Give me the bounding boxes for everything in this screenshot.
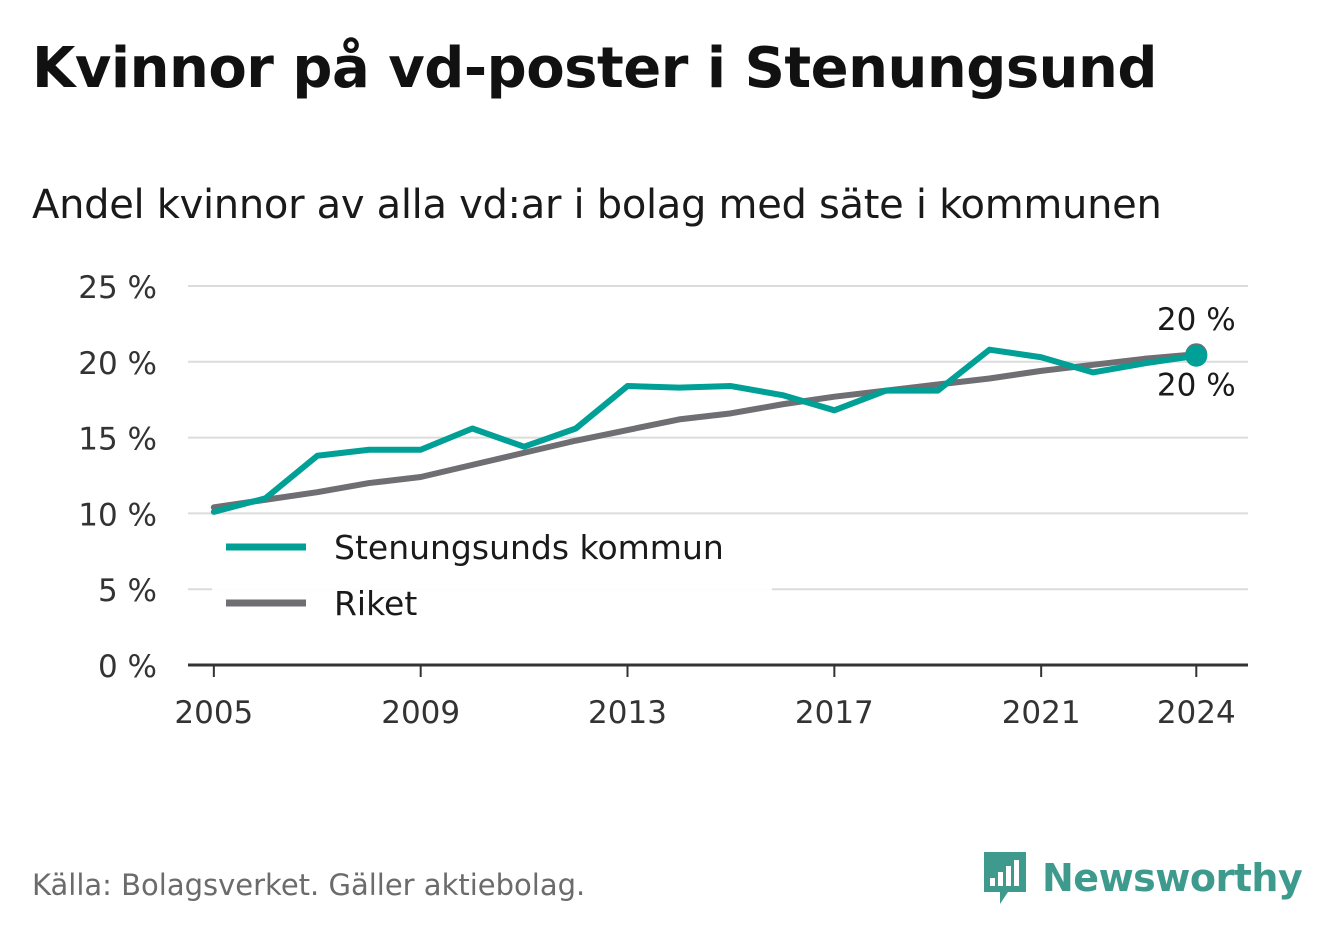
x-tick-label: 2024 bbox=[1157, 695, 1236, 731]
end-point-stenungsund bbox=[1185, 344, 1208, 367]
x-tick-label: 2017 bbox=[795, 695, 874, 731]
chart-title: Kvinnor på vd-poster i Stenungsund bbox=[32, 36, 1157, 101]
x-tick-label: 2005 bbox=[174, 695, 253, 731]
x-tick-label: 2013 bbox=[588, 695, 667, 731]
y-tick-label: 15 % bbox=[78, 422, 157, 458]
y-tick-label: 10 % bbox=[78, 497, 157, 533]
x-tick-label: 2009 bbox=[381, 695, 460, 731]
x-axis: 2005 2009 2013 2017 2021 2024 bbox=[174, 663, 1248, 731]
legend-box bbox=[212, 515, 772, 633]
series-line-stenungsunds-kommun bbox=[210, 346, 1200, 515]
legend-label: Riket bbox=[334, 584, 417, 623]
newsworthy-logo-icon bbox=[984, 852, 1026, 904]
brand-logo[interactable]: Newsworthy bbox=[980, 848, 1303, 908]
y-tick-label: 20 % bbox=[78, 346, 157, 382]
end-label-riket: 20 % bbox=[1157, 302, 1236, 338]
y-tick-label: 25 % bbox=[78, 270, 157, 306]
x-tick-label: 2021 bbox=[1002, 695, 1081, 731]
legend: Stenungsunds kommun Riket bbox=[212, 515, 772, 633]
y-axis-ticks: 0 % 5 % 10 % 15 % 20 % 25 % bbox=[78, 270, 157, 685]
y-tick-label: 5 % bbox=[98, 573, 157, 609]
y-tick-label: 0 % bbox=[98, 649, 157, 685]
legend-label: Stenungsunds kommun bbox=[334, 528, 724, 567]
source-note: Källa: Bolagsverket. Gäller aktiebolag. bbox=[32, 868, 586, 902]
chart-subtitle: Andel kvinnor av alla vd:ar i bolag med … bbox=[32, 182, 1162, 228]
end-labels: 20 % 20 % bbox=[1157, 302, 1236, 404]
brand-name: Newsworthy bbox=[1042, 856, 1303, 900]
series-lines bbox=[210, 346, 1200, 515]
end-label-stenungsund: 20 % bbox=[1157, 368, 1236, 404]
series-line-riket bbox=[210, 351, 1200, 511]
